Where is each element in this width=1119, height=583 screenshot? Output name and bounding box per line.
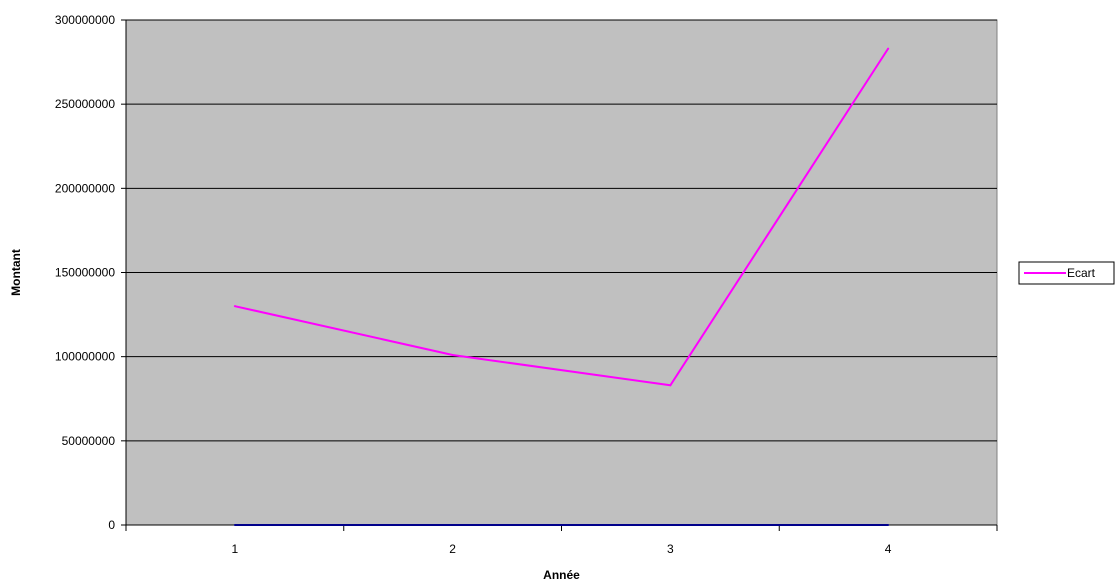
data-point-baseline-4 bbox=[887, 524, 890, 526]
y-tick-label-1: 50000000 bbox=[62, 434, 116, 448]
x-tick-label-1: 1 bbox=[232, 542, 239, 556]
x-axis-title: Année bbox=[543, 568, 580, 582]
series-line-ecart bbox=[234, 48, 889, 387]
y-tick-label-2: 100000000 bbox=[55, 350, 115, 364]
y-tick-label-4: 200000000 bbox=[55, 181, 115, 195]
series-group bbox=[233, 47, 890, 526]
legend: Ecart bbox=[1018, 261, 1115, 285]
data-point-ecart-3 bbox=[669, 384, 672, 387]
data-point-baseline-3 bbox=[669, 524, 672, 526]
x-tick-label-2: 2 bbox=[449, 542, 456, 556]
y-tick-label-5: 250000000 bbox=[55, 97, 115, 111]
y-tick-label-0: 0 bbox=[108, 518, 115, 532]
data-point-baseline-2 bbox=[451, 524, 454, 526]
legend-box bbox=[1018, 261, 1115, 285]
x-tick-label-3: 3 bbox=[667, 542, 674, 556]
legend-label-ecart: Ecart bbox=[1067, 266, 1096, 280]
data-point-ecart-2 bbox=[451, 353, 454, 356]
y-tick-label-3: 150000000 bbox=[55, 266, 115, 280]
y-axis-title: Montant bbox=[9, 249, 23, 296]
gridlines bbox=[126, 19, 997, 442]
x-tick-label-4: 4 bbox=[885, 542, 892, 556]
y-tick-label-6: 300000000 bbox=[55, 13, 115, 27]
y-axis: 0 50000000 100000000 150000000 200000000 2500… bbox=[55, 13, 127, 532]
data-point-ecart-4 bbox=[887, 47, 890, 50]
data-point-baseline-1 bbox=[233, 524, 236, 526]
data-point-ecart-1 bbox=[233, 305, 236, 308]
